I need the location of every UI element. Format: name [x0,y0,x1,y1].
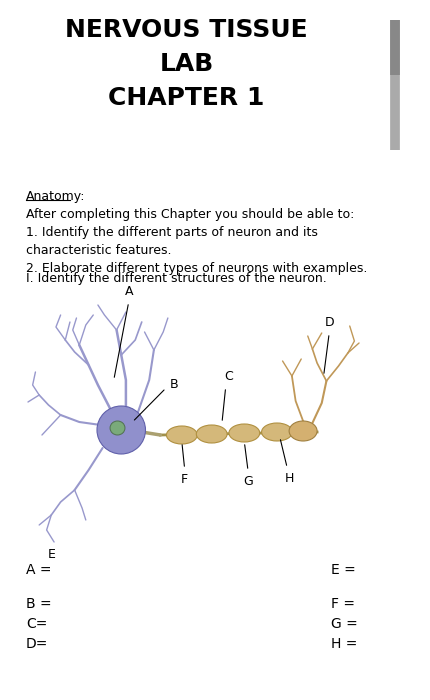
Text: A =: A = [26,563,52,577]
Ellipse shape [289,421,316,441]
Text: LAB: LAB [159,52,213,76]
Ellipse shape [228,424,259,442]
Text: H =: H = [330,637,356,651]
Text: D: D [324,316,333,329]
Text: E =: E = [330,563,355,577]
Text: E: E [47,548,55,561]
Text: H: H [284,472,293,485]
Ellipse shape [196,425,227,443]
Ellipse shape [166,426,197,444]
Ellipse shape [97,406,145,454]
Text: CHAPTER 1: CHAPTER 1 [108,86,264,110]
Text: B: B [169,379,178,391]
Text: F =: F = [330,597,354,611]
Text: C=: C= [26,617,47,631]
Text: NERVOUS TISSUE: NERVOUS TISSUE [65,18,307,42]
Ellipse shape [261,423,292,441]
Text: D=: D= [26,637,49,651]
Text: I. Identify the different structures of the neuron.: I. Identify the different structures of … [26,272,326,285]
Text: A: A [124,285,132,298]
Text: Anatomy:: Anatomy: [26,190,86,203]
Text: After completing this Chapter you should be able to:
1. Identify the different p: After completing this Chapter you should… [26,208,367,275]
Text: G: G [243,475,252,488]
Text: B =: B = [26,597,52,611]
Ellipse shape [110,421,125,435]
Text: G =: G = [330,617,357,631]
Text: C: C [223,370,232,383]
Text: F: F [181,473,188,486]
